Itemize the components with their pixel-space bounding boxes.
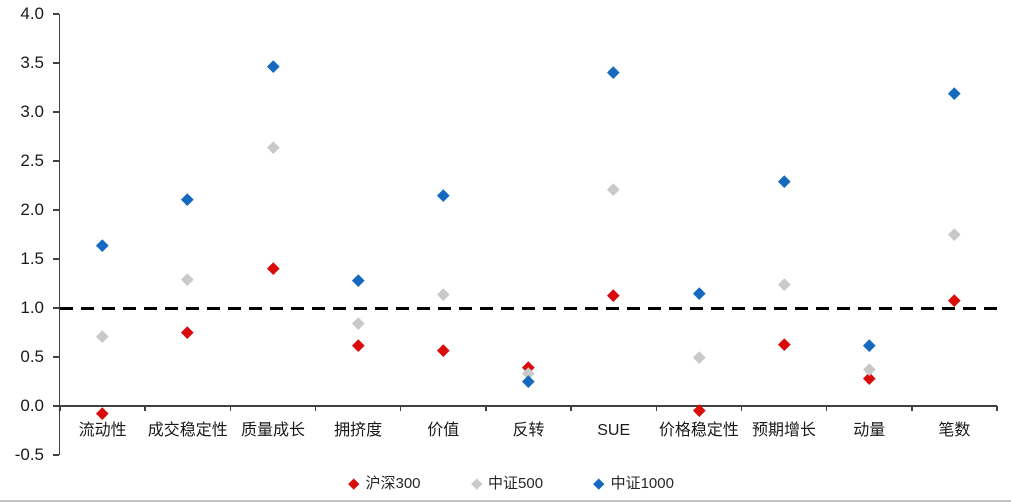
y-tick-label: 4.0 [20,4,44,23]
x-axis-tick [399,406,402,411]
data-point [692,287,705,300]
y-axis-tick [52,356,59,358]
category-label: 预期增长 [752,422,817,439]
data-point [181,326,194,339]
y-axis-tick [52,405,59,407]
category-label: 质量成长 [240,422,305,439]
y-tick-label: 3.0 [20,102,44,121]
y-tick-label: 2.0 [20,200,44,219]
x-axis-tick [144,406,146,411]
x-axis-tick [911,406,913,411]
reference-line [60,306,1004,310]
y-axis-tick [52,111,59,113]
data-point [777,278,791,291]
data-point [437,189,450,202]
data-point [522,375,535,388]
legend-label: 沪深300 [365,475,421,492]
legend-item-zz1000: 中证1000 [593,475,674,493]
data-point [437,288,450,301]
x-axis-tick [740,406,743,411]
data-point [607,183,620,196]
y-axis-tick [52,62,59,64]
legend-label: 中证500 [488,475,544,492]
y-axis-tick [52,307,59,309]
y-tick-label: 0.0 [20,396,44,415]
data-point [96,406,109,419]
x-axis-tick [485,406,487,411]
x-axis-tick [655,406,658,411]
x-axis-tick [229,406,232,411]
data-point [948,228,961,241]
data-point [352,317,365,330]
data-point [352,339,365,352]
legend-label: 中证1000 [610,475,674,492]
category-label: 笔数 [938,422,971,439]
data-point [948,87,961,100]
category-label: 反转 [512,422,545,439]
y-axis-line [58,14,60,455]
data-point [607,289,620,302]
diamond-marker-icon [348,478,360,490]
category-label: 流动性 [78,422,127,439]
data-point [352,274,365,287]
y-axis-tick [52,13,59,15]
data-point [96,239,109,252]
legend-item-hs300: 沪深300 [348,475,421,493]
data-point [948,294,961,307]
y-tick-label: 3.5 [20,53,44,72]
x-axis-tick [996,406,998,411]
category-label: 拥挤度 [334,422,383,439]
diamond-marker-icon [593,478,605,490]
data-point [863,363,876,376]
y-axis-tick [52,160,59,162]
data-point [96,330,109,343]
x-axis-tick [314,406,317,411]
y-tick-label: 1.5 [20,249,44,268]
x-axis-tick [59,406,61,411]
data-point [181,193,194,206]
data-point [607,65,620,78]
y-axis-tick [52,209,59,211]
x-axis-tick [570,406,572,411]
legend-item-zz500: 中证500 [470,475,544,493]
y-tick-label: 1.0 [20,298,44,317]
data-point [266,59,280,72]
y-axis-tick [52,454,59,456]
data-point [437,344,450,357]
category-label: 价格稳定性 [658,422,739,439]
category-label: SUE [597,422,631,439]
data-point [266,261,280,274]
x-axis-tick [825,406,828,411]
data-point [266,141,280,154]
data-point [692,350,705,364]
category-label: 价值 [427,422,460,439]
data-point [777,338,791,351]
data-point [181,273,194,286]
y-axis-tick [52,258,59,260]
window-bottom-edge [0,500,1011,502]
data-point [777,175,791,188]
category-label: 成交稳定性 [147,422,228,439]
data-point [863,339,876,352]
y-tick-label: 0.5 [20,347,44,366]
legend: 沪深300 中证500 中证1000 [348,475,674,493]
x-axis-line [60,405,997,407]
y-tick-label: -0.5 [14,445,44,464]
diamond-marker-icon [470,478,482,490]
y-tick-label: 2.5 [20,151,44,170]
category-label: 动量 [853,422,886,439]
